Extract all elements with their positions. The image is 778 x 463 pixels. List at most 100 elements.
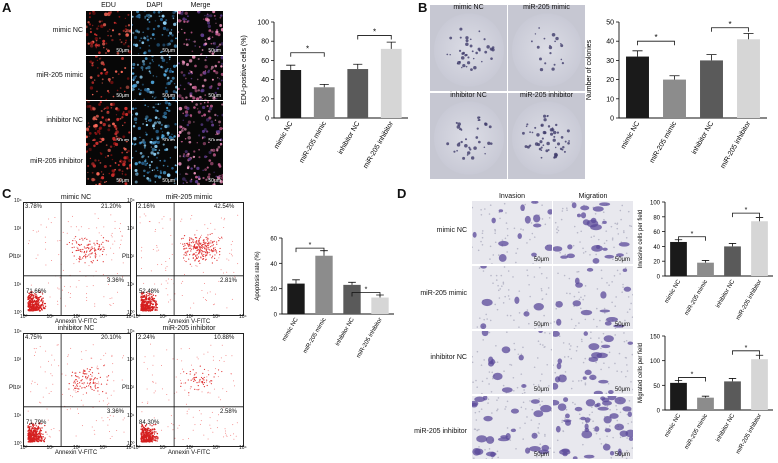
- error-bar: [319, 84, 329, 88]
- facs-plot-title: mimic NC: [60, 194, 92, 201]
- facs-x-tick: 10¹: [159, 314, 167, 320]
- scale-bar-label: 50μm: [116, 48, 129, 54]
- edu-micrograph: 50μm: [132, 101, 177, 145]
- y-tick-label: 40: [606, 39, 614, 46]
- col-header-edu: EDU: [101, 2, 116, 9]
- d-row-label-mir205-mimic: miR-205 mimic: [420, 290, 467, 297]
- facs-y-tick: 10²: [127, 385, 135, 391]
- scale-bar-label: 50μm: [614, 322, 630, 328]
- y-tick-label: 20: [606, 77, 614, 84]
- facs-y-tick: 10⁰: [127, 310, 135, 316]
- transwell-micrograph: 50μm: [553, 201, 633, 264]
- x-tick-label: miR-205 mimic: [649, 120, 679, 164]
- significance-star: *: [745, 345, 748, 352]
- quadrant-percent: 4.75%: [25, 335, 43, 341]
- transwell-micrograph: 50μm: [472, 331, 552, 394]
- row-label-inhibitor-nc: inhibitor NC: [46, 117, 83, 124]
- error-bar: [669, 75, 680, 80]
- facs-plot-title: inhibitor NC: [57, 325, 95, 332]
- facs-x-tick: 10⁴: [126, 445, 134, 451]
- x-tick-label: inhibitor NC: [715, 412, 736, 443]
- x-tick-label: miR-205 mimic: [684, 413, 709, 451]
- bar: [347, 69, 369, 118]
- colony-dish: [512, 13, 582, 87]
- quadrant-percent: 2.81%: [220, 277, 238, 284]
- bar: [380, 48, 402, 118]
- x-tick-label: inhibitor NC: [337, 121, 361, 156]
- colony-dish: [434, 13, 504, 87]
- dish-label: mimic NC: [453, 4, 484, 11]
- bar: [724, 381, 741, 410]
- bar: [287, 283, 305, 314]
- y-tick-label: 20: [653, 260, 660, 266]
- quadrant-percent: 42.54%: [214, 204, 235, 210]
- facs-x-tick: 10⁴: [239, 314, 247, 320]
- error-bar: [728, 378, 737, 382]
- edu-micrograph: 50μm: [86, 101, 131, 145]
- facs-x-tick: 10³: [99, 314, 107, 320]
- significance-bracket: [711, 27, 749, 32]
- facs-x-tick: 10¹: [159, 445, 167, 451]
- significance-star: *: [365, 286, 368, 293]
- y-axis-label: Invasive cells per field: [638, 210, 644, 269]
- scale-bar-label: 50μm: [162, 93, 175, 99]
- quadrant-percent: 2.16%: [138, 204, 156, 210]
- quadrant-percent: 21.20%: [101, 204, 122, 210]
- edu-micrograph: 50μm: [178, 101, 223, 145]
- facs-x-tick: 10⁰: [20, 314, 28, 320]
- transwell-micrograph: 50μm: [553, 266, 633, 329]
- x-tick-label: mimic NC: [273, 121, 294, 151]
- edu-micrograph: 50μm: [178, 141, 223, 185]
- significance-bracket: [295, 247, 325, 253]
- panel-b-letter: B: [418, 0, 428, 15]
- bar: [670, 382, 687, 410]
- row-label-mimic-nc: mimic NC: [52, 27, 83, 34]
- y-tick-label: 10: [606, 96, 614, 103]
- facs-y-tick: 10⁴: [127, 329, 135, 335]
- facs-x-axis-label: Annexin V-FITC: [54, 319, 98, 325]
- facs-x-axis-label: Annexin V-FITC: [167, 450, 211, 456]
- facs-x-tick: 10³: [212, 445, 220, 451]
- facs-y-tick: 10⁰: [14, 441, 22, 447]
- edu-micrograph: 50μm: [132, 11, 177, 55]
- bar: [697, 397, 714, 410]
- facs-y-axis-label: PI: [9, 385, 15, 391]
- error-bar: [728, 243, 737, 247]
- x-tick-label: miR-205 inhibitor: [362, 120, 395, 170]
- y-tick-label: 150: [650, 335, 661, 341]
- edu-micrograph: 50μm: [178, 11, 223, 55]
- bar: [343, 284, 361, 314]
- significance-star: *: [373, 27, 376, 36]
- x-tick-label: mimic NC: [620, 121, 641, 151]
- bar: [737, 39, 760, 118]
- x-tick-label: miR-205 inhibitor: [735, 279, 763, 321]
- facs-y-tick: 10³: [127, 226, 135, 232]
- y-tick-label: 80: [653, 215, 660, 221]
- facs-y-axis-label: PI: [122, 254, 128, 260]
- significance-bracket: [732, 350, 760, 355]
- y-tick-label: 50: [606, 20, 614, 27]
- x-tick-label: miR-205 mimic: [684, 279, 709, 317]
- error-bar: [632, 50, 643, 57]
- y-axis-label: EDU-positive cells (%): [241, 35, 248, 105]
- y-tick-label: 0: [610, 116, 614, 123]
- y-tick-label: 80: [261, 39, 269, 46]
- bar: [280, 70, 302, 118]
- facs-x-tick: 10¹: [46, 445, 54, 451]
- error-bar: [701, 260, 710, 263]
- facs-y-tick: 10⁴: [14, 329, 22, 335]
- error-bar: [701, 395, 710, 398]
- scale-bar-label: 50μm: [533, 387, 549, 393]
- facs-scatter-plot: [136, 333, 244, 447]
- facs-x-tick: 10³: [99, 445, 107, 451]
- dish-label: miR-205 inhibitor: [520, 92, 573, 99]
- scale-bar-label: 50μm: [162, 178, 175, 184]
- facs-y-tick: 10⁰: [14, 310, 22, 316]
- x-tick-label: miR-205 mimic: [303, 317, 328, 355]
- bar: [315, 255, 333, 314]
- invasive-bar-chart: 0 20 40 60 80 100 Invasive cells per field mimi…: [638, 201, 773, 321]
- col-header-invasion: Invasion: [498, 193, 526, 200]
- significance-star: *: [745, 207, 748, 214]
- facs-x-tick: 10⁰: [20, 445, 28, 451]
- bar: [663, 79, 686, 118]
